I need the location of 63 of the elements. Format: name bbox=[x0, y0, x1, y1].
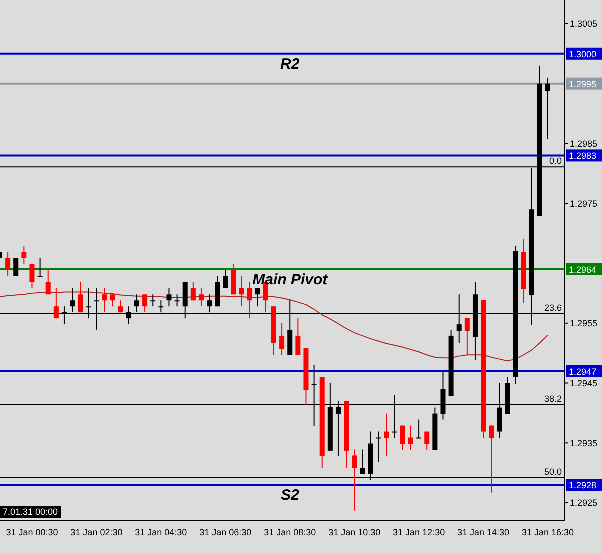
candlestick bbox=[30, 264, 35, 289]
candlestick bbox=[54, 288, 59, 320]
ref-line-label: 1.2983 bbox=[569, 151, 597, 162]
ref-line-label: 1.2947 bbox=[569, 366, 597, 377]
candlestick bbox=[174, 294, 180, 308]
ref-line-label: 1.2995 bbox=[569, 79, 597, 90]
annotation: Main Pivot bbox=[252, 271, 329, 288]
x-tick-label: 31 Jan 16:30 bbox=[522, 527, 574, 538]
y-tick-label: 1.2945 bbox=[570, 378, 598, 388]
y-tick-label: 1.2925 bbox=[570, 498, 598, 508]
candlestick bbox=[198, 288, 204, 308]
candlestick bbox=[22, 246, 27, 265]
y-tick-label: 1.3005 bbox=[570, 19, 598, 30]
annotation: 50.0 bbox=[544, 466, 562, 477]
x-tick-label: 31 Jan 04:30 bbox=[135, 527, 188, 538]
annotation: 7.01.31 00:00 bbox=[0, 506, 62, 518]
candlestick bbox=[38, 258, 43, 278]
candlestick bbox=[360, 449, 366, 475]
x-tick-label: 31 Jan 10:30 bbox=[328, 527, 381, 538]
candlestick bbox=[102, 288, 108, 312]
candlestick bbox=[78, 282, 84, 314]
candlestick bbox=[296, 317, 301, 356]
x-tick-label: 31 Jan 02:30 bbox=[70, 527, 123, 538]
candlestick bbox=[464, 317, 470, 356]
candlestick bbox=[424, 431, 430, 451]
candlestick bbox=[110, 294, 116, 308]
x-tick-label: 31 Jan 08:30 bbox=[264, 527, 316, 538]
candlestick bbox=[352, 449, 358, 512]
ref-line-label: 1.2964 bbox=[569, 264, 597, 275]
annotation: 23.6 bbox=[544, 302, 562, 313]
candlestick bbox=[255, 288, 260, 308]
x-tick-label: 31 Jan 12:30 bbox=[393, 527, 446, 538]
candlestick bbox=[6, 252, 11, 277]
candlestick bbox=[166, 288, 172, 308]
candlestick bbox=[46, 270, 51, 296]
candlestick bbox=[247, 282, 252, 320]
candlestick bbox=[408, 425, 414, 451]
x-tick-label: 31 Jan 14:30 bbox=[458, 527, 510, 538]
candlestick bbox=[416, 419, 422, 439]
candlestick bbox=[14, 258, 19, 277]
ref-line-label: 1.3000 bbox=[569, 49, 597, 60]
annotation: 38.2 bbox=[544, 394, 562, 404]
y-tick-label: 1.2975 bbox=[570, 198, 598, 209]
annotation: R2 bbox=[280, 56, 300, 73]
y-tick-label: 1.2985 bbox=[570, 138, 598, 149]
candlestick bbox=[280, 322, 285, 356]
candlestick bbox=[239, 276, 244, 308]
candlestick bbox=[376, 431, 382, 463]
candlestick bbox=[489, 425, 494, 494]
candlestick bbox=[400, 425, 406, 451]
candlestick bbox=[384, 413, 390, 457]
candlestick bbox=[190, 282, 196, 302]
x-tick-label: 31 Jan 06:30 bbox=[200, 527, 252, 538]
candlestick bbox=[150, 294, 156, 308]
candlestick bbox=[546, 77, 550, 140]
ref-line-label: 1.2928 bbox=[569, 480, 597, 491]
x-tick-label: 31 Jan 00:30 bbox=[6, 527, 58, 538]
y-tick-label: 1.2955 bbox=[570, 318, 598, 329]
candlestick bbox=[223, 270, 228, 289]
annotation: S2 bbox=[280, 487, 300, 504]
candlestick bbox=[142, 294, 148, 312]
y-tick-label: 1.2935 bbox=[570, 438, 598, 448]
annotation: 0.0 bbox=[549, 156, 562, 166]
